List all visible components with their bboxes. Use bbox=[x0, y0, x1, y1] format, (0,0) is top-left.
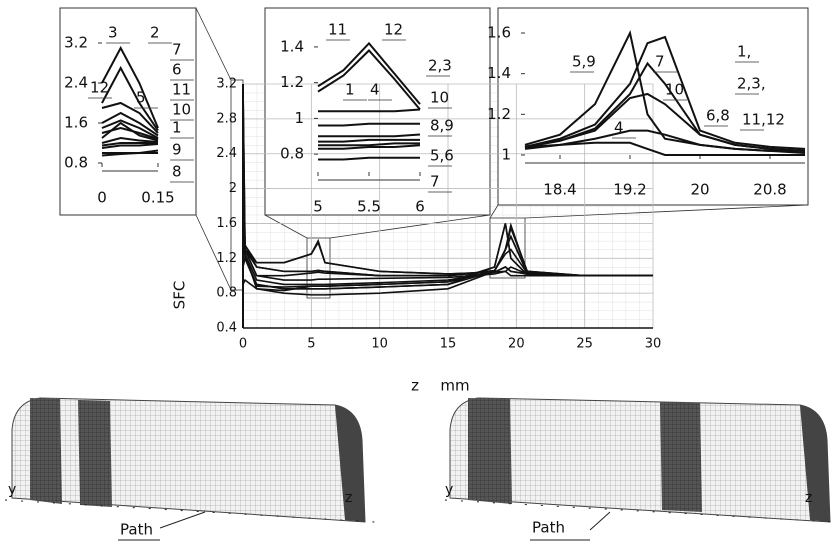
curve-label: 6,8 bbox=[706, 107, 730, 125]
curve-label: 2 bbox=[150, 24, 160, 42]
y-tick-label: 1.2 bbox=[487, 105, 511, 123]
figure: SFC z mm y z Path y z Path 0.4 0.8 1.2 1.6 2… bbox=[0, 0, 840, 543]
x-axis-label: z bbox=[411, 377, 419, 395]
curve-label: 2,3 bbox=[428, 57, 452, 75]
curve-label: 3 bbox=[108, 24, 118, 42]
x-tick-label: 10 bbox=[371, 337, 388, 352]
mesh-y-label: y bbox=[8, 482, 16, 498]
x-tick-label: 0.15 bbox=[141, 189, 174, 207]
curve-label: 8,9 bbox=[430, 117, 454, 135]
curve-label: 1 bbox=[172, 119, 182, 137]
curve-label: 9 bbox=[172, 141, 182, 159]
y-tick-label: 3.2 bbox=[216, 77, 237, 92]
curve-label: 11 bbox=[172, 81, 191, 99]
curve-label: 11,12 bbox=[742, 111, 785, 129]
x-axis-unit: mm bbox=[440, 377, 469, 395]
x-tick-label: 18.4 bbox=[543, 181, 576, 199]
mesh-path-label: Path bbox=[120, 521, 153, 539]
x-tick-label: 20 bbox=[690, 181, 709, 199]
x-tick-label: 20 bbox=[508, 337, 525, 352]
curve-label: 5,6 bbox=[430, 147, 454, 165]
y-axis-label: SFC bbox=[171, 281, 189, 310]
x-tick-label: 5.5 bbox=[357, 198, 381, 216]
curve-label: 4 bbox=[370, 81, 380, 99]
y-tick-label: 2 bbox=[229, 181, 237, 196]
y-tick-label: 0.8 bbox=[64, 154, 88, 172]
curve-label: 5,9 bbox=[572, 53, 596, 71]
y-tick-label: 2.8 bbox=[216, 111, 237, 126]
curve-label: 7 bbox=[172, 41, 182, 59]
y-tick-label: 0.4 bbox=[216, 321, 237, 336]
y-tick-label: 0.8 bbox=[216, 286, 237, 301]
x-tick-label: 15 bbox=[440, 337, 457, 352]
curve-label: 2,3, bbox=[737, 75, 766, 93]
y-tick-label: 1.6 bbox=[487, 24, 511, 42]
x-tick-label: 6 bbox=[415, 198, 425, 216]
curve-label: 12 bbox=[90, 79, 109, 97]
mesh-z-label: z bbox=[345, 490, 352, 506]
y-tick-label: 0.8 bbox=[280, 145, 304, 163]
curve-label: 1 bbox=[345, 81, 355, 99]
y-tick-label: 3.2 bbox=[64, 34, 88, 52]
curve-label: 1, bbox=[737, 43, 751, 61]
x-tick-label: 30 bbox=[645, 337, 662, 352]
curve-label: 8 bbox=[172, 163, 182, 181]
y-tick-label: 1 bbox=[501, 146, 511, 164]
y-tick-label: 2.4 bbox=[216, 146, 237, 161]
x-tick-label: 19.2 bbox=[613, 181, 646, 199]
y-tick-label: 1 bbox=[294, 109, 304, 127]
curve-label: 7 bbox=[655, 53, 665, 71]
y-tick-label: 2.4 bbox=[64, 74, 88, 92]
curve-label: 4 bbox=[614, 119, 624, 137]
y-tick-label: 1.2 bbox=[216, 251, 237, 266]
x-tick-label: 0 bbox=[97, 189, 107, 207]
x-tick-label: 20.8 bbox=[753, 181, 786, 199]
curve-label: 5 bbox=[136, 89, 146, 107]
y-tick-label: 1.6 bbox=[216, 216, 237, 231]
y-tick-label: 1.2 bbox=[280, 73, 304, 91]
y-tick-label: 1.4 bbox=[487, 64, 511, 82]
curve-label: 10 bbox=[172, 101, 191, 119]
mesh-y-label: y bbox=[445, 482, 453, 498]
curve-label: 7 bbox=[430, 173, 440, 191]
curve-label: 11 bbox=[328, 21, 347, 39]
mesh-left: y z Path bbox=[5, 398, 375, 540]
x-tick-label: 0 bbox=[239, 337, 247, 352]
x-tick-label: 5 bbox=[313, 198, 323, 216]
page: {"chart_data": [ {"type": "line", "y_lab… bbox=[0, 0, 840, 543]
y-tick-label: 1.6 bbox=[64, 114, 88, 132]
mesh-right: y z Path bbox=[445, 398, 835, 540]
curve-label: 12 bbox=[384, 21, 403, 39]
x-tick-label: 5 bbox=[307, 337, 315, 352]
mesh-z-label: z bbox=[805, 490, 812, 506]
curve-label: 10 bbox=[665, 81, 684, 99]
y-tick-label: 1.4 bbox=[280, 37, 304, 55]
curve-label: 10 bbox=[430, 89, 449, 107]
x-tick-label: 25 bbox=[576, 337, 593, 352]
mesh-path-label: Path bbox=[532, 519, 565, 537]
curve-label: 6 bbox=[172, 61, 182, 79]
